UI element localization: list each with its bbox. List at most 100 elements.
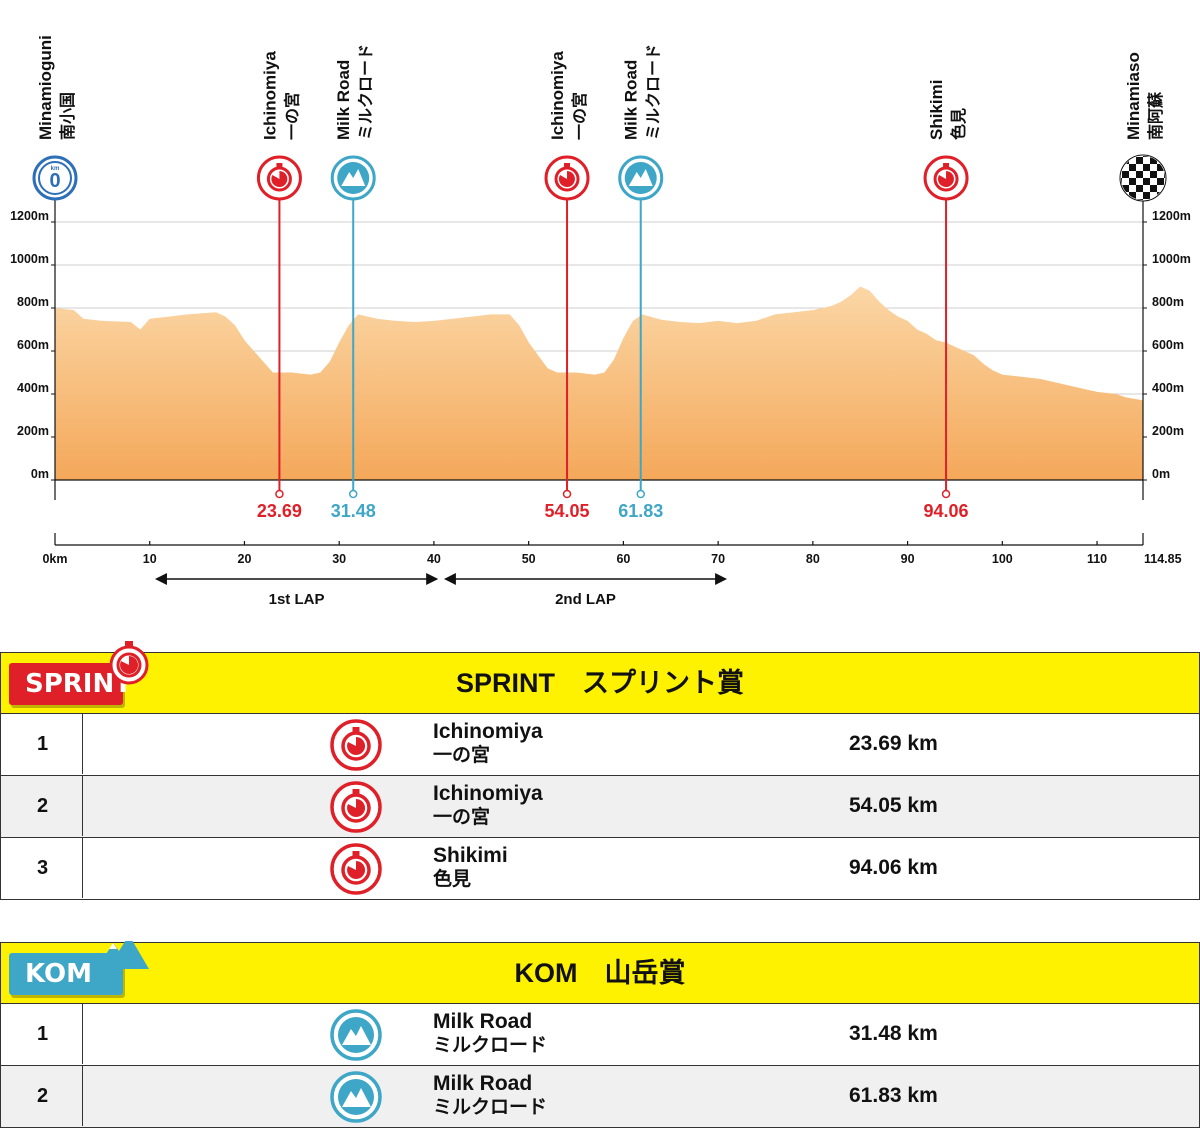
finish-square	[1136, 199, 1143, 200]
rank-cell: 2	[1, 1066, 83, 1126]
x-tick-label: 70	[711, 552, 725, 566]
location-name-en: Milk Road	[433, 1072, 533, 1095]
distance-value: 31.48 km	[849, 1022, 938, 1045]
start-inner	[38, 161, 72, 195]
y-tick-label-right: 400m	[1152, 381, 1184, 395]
stopwatch-ring	[266, 166, 292, 192]
sprint-badge: SPRINT	[9, 663, 132, 705]
y-tick-label-right: 1000m	[1152, 252, 1191, 266]
marker-name: Minamioguni	[36, 35, 55, 140]
x-tick-label: 0km	[42, 552, 67, 566]
y-tick-label-right: 1200m	[1152, 209, 1191, 223]
finish-square	[1129, 192, 1136, 199]
route-marker: Milk Road ミルクロード 61.83	[618, 44, 663, 521]
y-tick-label-left: 400m	[17, 381, 49, 395]
route-marker: Ichinomiya 一の宮 23.69	[257, 51, 302, 521]
marker-name: Shikimi	[927, 80, 946, 140]
finish-square	[1121, 192, 1122, 199]
y-tick-label-left: 600m	[17, 338, 49, 352]
marker-end-dot	[941, 489, 951, 499]
route-marker: Minamiaso 南阿蘇	[1119, 52, 1167, 202]
finish-square	[1143, 164, 1150, 171]
finish-square	[1129, 178, 1136, 185]
marker-name: Milk Road	[622, 60, 641, 140]
kom-badge: KOM	[9, 953, 123, 995]
location-name: Milk Road ミルクロード	[433, 1010, 547, 1058]
stopwatch-ring	[554, 166, 580, 192]
finish-square	[1121, 156, 1122, 157]
marker-name: Minamiaso	[1124, 52, 1143, 140]
rank-cell: 1	[1, 714, 83, 774]
marker-name-jp: 色見	[949, 108, 968, 140]
finish-square	[1136, 157, 1143, 164]
rank-number: 1	[37, 733, 49, 755]
finish-square	[1150, 157, 1157, 164]
location-name-jp: 一の宮	[433, 807, 491, 828]
location-name-en: Ichinomiya	[433, 782, 543, 805]
kom-mountain	[628, 169, 653, 186]
distance-value: 94.06 km	[849, 856, 938, 879]
location-name-en: Shikimi	[433, 844, 508, 867]
x-tick-label: 110	[1087, 552, 1107, 566]
finish-square	[1122, 199, 1129, 200]
location-name-jp: 一の宮	[433, 745, 491, 766]
marker-name-jp: 南小国	[58, 92, 77, 140]
marker-km-label: 31.48	[331, 501, 376, 521]
rank-number: 3	[37, 857, 49, 879]
lap-indicators: 1st LAP 2nd LAP	[154, 573, 728, 608]
marker-name: Milk Road	[334, 60, 353, 140]
marker-end-dot	[562, 489, 572, 499]
lap-label: 2nd LAP	[555, 591, 616, 608]
marker-km-label: 54.05	[545, 501, 590, 521]
location-name-jp: ミルクロード	[433, 1035, 548, 1056]
location-name: Ichinomiya 一の宮	[433, 782, 543, 830]
location-name: Shikimi 色見	[433, 844, 508, 892]
marker-end-dot	[636, 489, 645, 499]
location-name-en: Milk Road	[433, 1010, 533, 1033]
finish-square	[1143, 178, 1150, 185]
finish-square	[1164, 157, 1165, 164]
kom-mountain	[341, 169, 366, 186]
stopwatch-icon	[330, 719, 382, 771]
marker-name: Ichinomiya	[548, 51, 567, 140]
finish-square	[1157, 164, 1164, 171]
marker-name-jp: ミルクロード	[645, 44, 663, 140]
x-tick-label: 20	[238, 552, 252, 566]
rank-cell: 3	[1, 838, 83, 898]
route-marker: Ichinomiya 一の宮 54.05	[545, 51, 590, 521]
finish-square	[1129, 164, 1136, 171]
finish-square	[1157, 156, 1164, 157]
rank-number: 2	[37, 795, 49, 817]
marker-km-label: 23.69	[257, 501, 302, 521]
distance-value: 23.69 km	[849, 732, 938, 755]
rank-cell: 1	[1, 1004, 83, 1064]
x-tick-label: 10	[143, 552, 157, 566]
y-tick-label-left: 200m	[17, 424, 49, 438]
distance-value: 61.83 km	[849, 1084, 938, 1107]
x-tick-label: 114.85	[1144, 552, 1182, 566]
finish-square	[1164, 171, 1165, 178]
table-row: 2 Ichinomiya 一の宮 54.05 km	[0, 776, 1200, 838]
rank-number: 1	[37, 1023, 49, 1045]
marker-km-label: 94.06	[924, 501, 969, 521]
x-tick-label: 90	[901, 552, 915, 566]
finish-square	[1121, 178, 1122, 185]
location-name: Ichinomiya 一の宮	[433, 720, 543, 768]
checkered-flag-icon	[1119, 154, 1167, 202]
kom-table-header: KOM KOM 山岳賞	[0, 935, 1200, 1004]
finish-square	[1143, 156, 1150, 157]
stopwatch-crown	[564, 163, 571, 167]
marker-end-dot	[275, 489, 284, 499]
distance-axis: 0km 10 20 30 40 50 60 70 80 90 100 110 114.85	[42, 533, 1182, 566]
sprint-table-title: SPRINT スプリント賞	[455, 668, 744, 698]
y-tick-label-right: 600m	[1152, 338, 1184, 352]
mountain-icon	[330, 1071, 382, 1123]
kom-table: KOM KOM 山岳賞 1 Milk Road ミルクロード 31.48 km 2 Mil…	[0, 935, 1200, 1128]
marker-name-jp: ミルクロード	[357, 44, 375, 140]
table-row: 3 Shikimi 色見 94.06 km	[0, 838, 1200, 900]
finish-square	[1164, 199, 1165, 200]
start-km0-icon: km0	[32, 155, 78, 201]
finish-square	[1150, 185, 1157, 192]
rank-number: 2	[37, 1085, 49, 1107]
